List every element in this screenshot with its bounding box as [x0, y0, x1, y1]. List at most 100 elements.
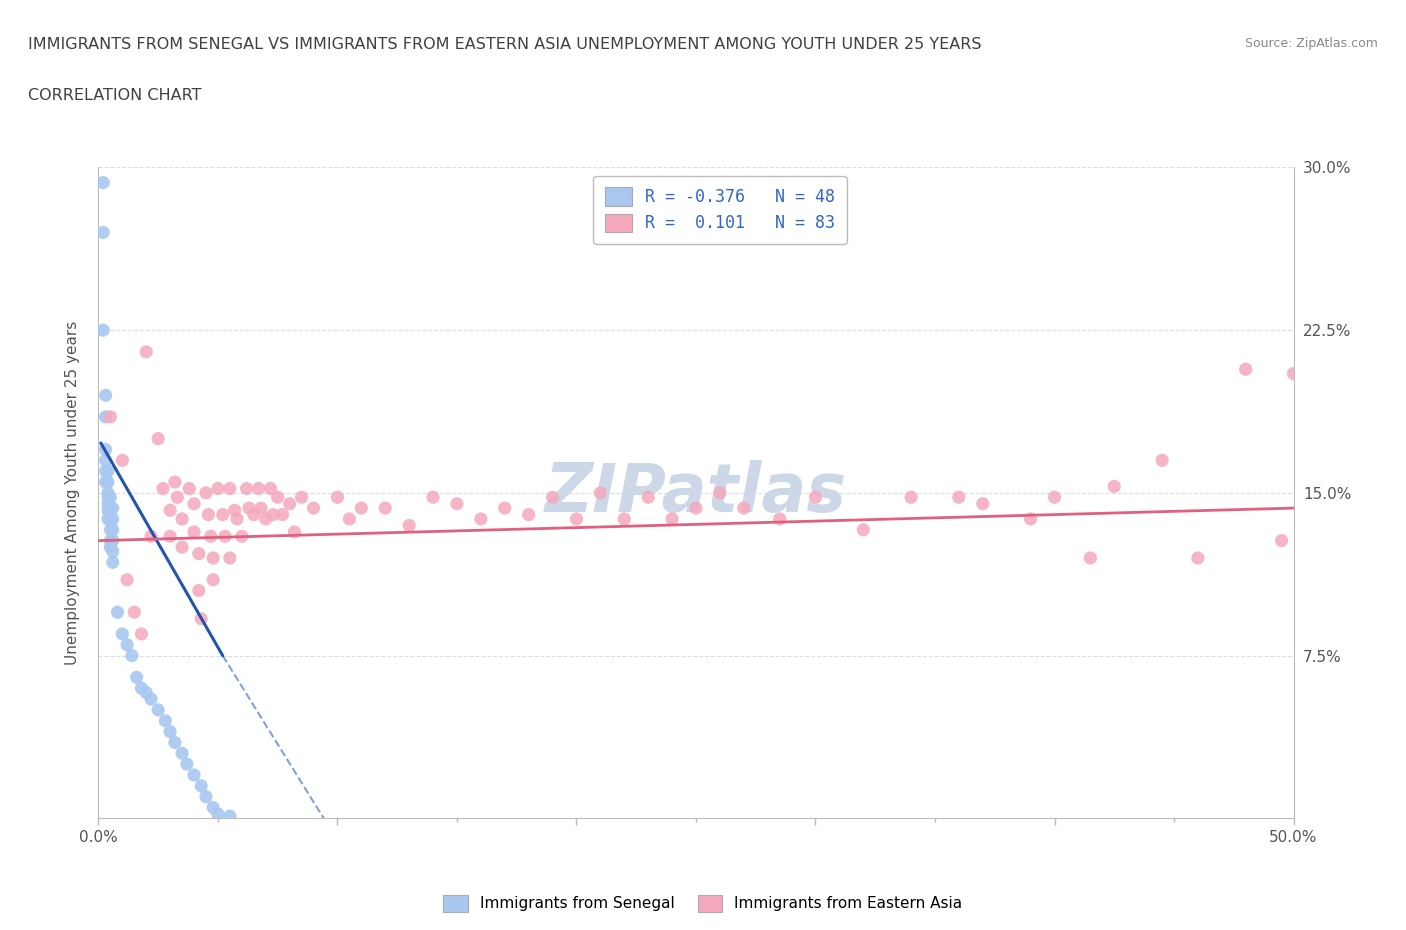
Point [250, 500, 273, 515]
Point [254, 512, 277, 526]
Point [422, 490, 444, 505]
Legend: Immigrants from Senegal, Immigrants from Eastern Asia: Immigrants from Senegal, Immigrants from… [437, 889, 969, 918]
Point [214, 529, 236, 544]
Point [101, 544, 124, 559]
Point [291, 490, 314, 505]
Point [685, 500, 707, 515]
Point [541, 490, 564, 505]
Point [94, 409, 117, 424]
Text: CORRELATION CHART: CORRELATION CHART [28, 88, 201, 103]
Point [155, 713, 177, 728]
Point [247, 481, 270, 496]
Point [374, 500, 396, 515]
Point [1104, 479, 1126, 494]
Text: Source: ZipAtlas.com: Source: ZipAtlas.com [1244, 37, 1378, 50]
Point [97, 464, 120, 479]
Point [121, 648, 143, 663]
Point [211, 507, 233, 522]
Point [259, 481, 281, 496]
Point [183, 525, 205, 539]
Point [94, 453, 117, 468]
Point [183, 767, 205, 782]
Point [166, 490, 188, 505]
Point [637, 490, 659, 505]
Point [163, 735, 186, 750]
Point [1152, 453, 1174, 468]
Point [187, 546, 209, 561]
Y-axis label: Unemployment Among Youth under 25 years: Unemployment Among Youth under 25 years [65, 321, 80, 665]
Point [1282, 366, 1305, 381]
Point [200, 529, 222, 544]
Point [326, 490, 349, 505]
Point [1080, 551, 1102, 565]
Point [517, 507, 540, 522]
Point [176, 757, 198, 772]
Point [101, 500, 124, 515]
Point [283, 525, 305, 539]
Point [107, 604, 129, 619]
Point [190, 778, 212, 793]
Point [948, 490, 970, 505]
Legend: R = -0.376   N = 48, R =  0.101   N = 83: R = -0.376 N = 48, R = 0.101 N = 83 [593, 176, 846, 244]
Point [1043, 490, 1066, 505]
Point [135, 344, 157, 359]
Point [97, 474, 120, 489]
Point [900, 490, 922, 505]
Point [187, 583, 209, 598]
Point [111, 627, 134, 642]
Point [350, 500, 373, 515]
Point [101, 523, 124, 538]
Point [183, 497, 205, 512]
Point [111, 453, 134, 468]
Point [398, 518, 420, 533]
Point [202, 800, 225, 815]
Point [115, 637, 138, 652]
Point [195, 485, 218, 500]
Point [101, 533, 124, 548]
Point [94, 474, 117, 489]
Point [190, 611, 212, 626]
Point [135, 685, 157, 700]
Point [262, 507, 284, 522]
Point [197, 507, 219, 522]
Point [91, 323, 114, 338]
Point [768, 512, 790, 526]
Point [219, 551, 242, 565]
Point [271, 507, 294, 522]
Point [1019, 512, 1042, 526]
Point [152, 481, 174, 496]
Point [179, 481, 201, 496]
Point [98, 490, 122, 505]
Point [98, 512, 122, 526]
Point [733, 500, 755, 515]
Point [159, 503, 181, 518]
Point [124, 604, 146, 619]
Point [148, 432, 170, 446]
Point [131, 627, 153, 642]
Point [91, 175, 114, 190]
Point [139, 529, 162, 544]
Point [172, 512, 194, 526]
Point [94, 442, 117, 457]
Point [97, 485, 120, 500]
Point [207, 806, 229, 821]
Point [148, 702, 170, 717]
Point [226, 512, 249, 526]
Point [94, 464, 117, 479]
Point [98, 523, 122, 538]
Point [101, 555, 124, 570]
Point [804, 490, 827, 505]
Point [565, 512, 588, 526]
Point [94, 388, 117, 403]
Point [267, 490, 290, 505]
Point [231, 529, 253, 544]
Point [278, 497, 301, 512]
Point [589, 485, 612, 500]
Point [219, 809, 242, 824]
Point [195, 790, 218, 804]
Point [125, 670, 148, 684]
Point [972, 497, 994, 512]
Point [709, 485, 731, 500]
Point [446, 497, 468, 512]
Point [163, 474, 186, 489]
